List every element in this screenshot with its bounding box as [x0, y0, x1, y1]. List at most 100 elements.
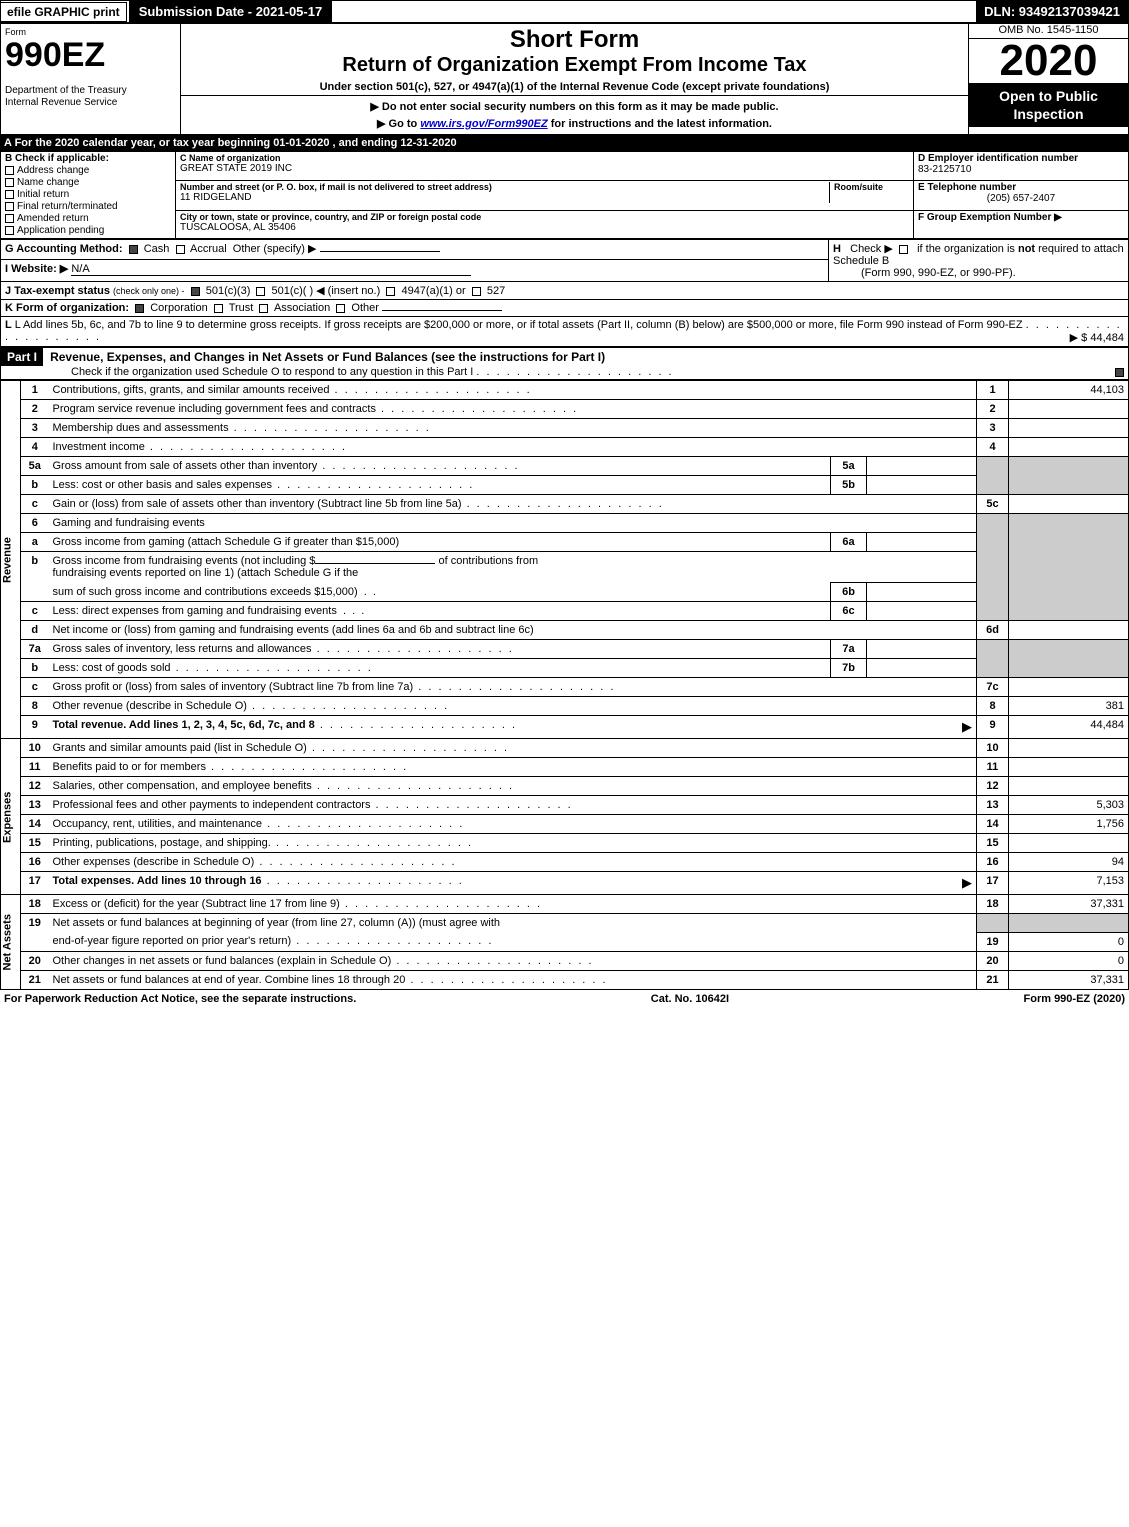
box-c-addr: Number and street (or P. O. box, if mail…	[176, 181, 914, 210]
vert-revenue: Revenue	[1, 381, 21, 739]
cb-amended-return[interactable]: Amended return	[5, 213, 171, 224]
c-addr-label: Number and street (or P. O. box, if mail…	[180, 182, 829, 192]
box-l: L L Add lines 5b, 6c, and 7b to line 9 t…	[1, 317, 1129, 347]
subtitle: Under section 501(c), 527, or 4947(a)(1)…	[185, 81, 964, 93]
cb-schedule-o[interactable]	[1115, 368, 1124, 377]
header-table: Form 990EZ Department of the Treasury In…	[0, 23, 1129, 135]
line-14-val: 1,756	[1009, 815, 1129, 834]
efile-label: efile GRAPHIC print	[7, 5, 120, 19]
e-label: E Telephone number	[918, 182, 1124, 193]
box-c-name: C Name of organization GREAT STATE 2019 …	[176, 152, 914, 181]
part1-check-line: Check if the organization used Schedule …	[1, 366, 674, 378]
ein-value: 83-2125710	[918, 164, 1124, 175]
short-form-title: Short Form	[185, 26, 964, 54]
line-7a-subval[interactable]	[867, 640, 977, 659]
cb-other-org[interactable]	[336, 304, 345, 313]
room-suite-label: Room/suite	[834, 182, 909, 192]
line-6b-subval[interactable]	[867, 583, 977, 602]
cb-application-pending[interactable]: Application pending	[5, 225, 171, 236]
cb-name-change[interactable]: Name change	[5, 177, 171, 188]
cb-cash[interactable]	[129, 245, 138, 254]
irs-label: Internal Revenue Service	[5, 97, 117, 108]
line-8-desc: Other revenue (describe in Schedule O)	[49, 697, 977, 716]
irs-link[interactable]: www.irs.gov/Form990EZ	[420, 118, 547, 130]
ssn-warning: ▶ Do not enter social security numbers o…	[185, 100, 964, 113]
cb-accrual[interactable]	[176, 245, 185, 254]
line-13-desc: Professional fees and other payments to …	[49, 796, 977, 815]
line-11-desc: Benefits paid to or for members	[49, 758, 977, 777]
line-6b-desc: Gross income from fundraising events (no…	[49, 552, 977, 583]
line-15-val	[1009, 834, 1129, 853]
line-20-val: 0	[1009, 951, 1129, 970]
input-6b-amount[interactable]	[315, 563, 435, 564]
line-3-val	[1009, 419, 1129, 438]
line-9-desc: Total revenue. Add lines 1, 2, 3, 4, 5c,…	[49, 716, 977, 739]
input-accounting-other[interactable]	[320, 251, 440, 252]
g-label: G Accounting Method:	[5, 243, 123, 255]
goto-line: ▶ Go to www.irs.gov/Form990EZ for instru…	[185, 117, 964, 130]
line-11-val	[1009, 758, 1129, 777]
line-7b-subval[interactable]	[867, 659, 977, 678]
line-10-desc: Grants and similar amounts paid (list in…	[49, 739, 977, 758]
line-7c-val	[1009, 678, 1129, 697]
k-label: K Form of organization:	[5, 302, 129, 314]
l-amount: ▶ $ 44,484	[1070, 331, 1124, 344]
line-4-val	[1009, 438, 1129, 457]
box-k: K Form of organization: Corporation Trus…	[1, 300, 1129, 317]
c-name-label: C Name of organization	[180, 153, 909, 163]
line-5b-subval[interactable]	[867, 476, 977, 495]
cb-initial-return[interactable]: Initial return	[5, 189, 171, 200]
cb-address-change[interactable]: Address change	[5, 165, 171, 176]
line-6c-desc: Less: direct expenses from gaming and fu…	[49, 602, 831, 621]
line-20-desc: Other changes in net assets or fund bala…	[49, 951, 977, 970]
line-5a-desc: Gross amount from sale of assets other t…	[49, 457, 831, 476]
cb-4947a1[interactable]	[386, 287, 395, 296]
line-6c-subval[interactable]	[867, 602, 977, 621]
line-16-val: 94	[1009, 853, 1129, 872]
line-2-desc: Program service revenue including govern…	[49, 400, 977, 419]
submission-date-button[interactable]: Submission Date - 2021-05-17	[129, 1, 333, 22]
cb-501c[interactable]	[256, 287, 265, 296]
ghijkl-block: G Accounting Method: Cash Accrual Other …	[0, 239, 1129, 347]
box-c-city: City or town, state or province, country…	[176, 210, 914, 238]
line-16-desc: Other expenses (describe in Schedule O)	[49, 853, 977, 872]
cb-corporation[interactable]	[135, 304, 144, 313]
line-6a-subval[interactable]	[867, 533, 977, 552]
dept-treasury: Department of the Treasury	[5, 85, 127, 96]
line-4-desc: Investment income	[49, 438, 977, 457]
line-1-desc: Contributions, gifts, grants, and simila…	[49, 381, 977, 400]
box-e: E Telephone number (205) 657-2407	[914, 181, 1129, 210]
cb-527[interactable]	[472, 287, 481, 296]
identity-block: B Check if applicable: Address change Na…	[0, 151, 1129, 239]
footer-center: Cat. No. 10642I	[651, 993, 729, 1005]
line-12-val	[1009, 777, 1129, 796]
line-5a-subval[interactable]	[867, 457, 977, 476]
line-21-val: 37,331	[1009, 970, 1129, 989]
line-2-val	[1009, 400, 1129, 419]
cb-trust[interactable]	[214, 304, 223, 313]
footer-left: For Paperwork Reduction Act Notice, see …	[4, 993, 356, 1005]
j-label: J Tax-exempt status	[5, 285, 110, 297]
form-label-cell: Form 990EZ Department of the Treasury In…	[1, 24, 181, 135]
box-d: D Employer identification number 83-2125…	[914, 152, 1129, 181]
cb-final-return[interactable]: Final return/terminated	[5, 201, 171, 212]
form-number: 990EZ	[5, 36, 105, 74]
c-city-label: City or town, state or province, country…	[180, 212, 909, 222]
line-9-val: 44,484	[1009, 716, 1129, 739]
cb-501c3[interactable]	[191, 287, 200, 296]
footer: For Paperwork Reduction Act Notice, see …	[0, 990, 1129, 1008]
input-other-org[interactable]	[382, 310, 502, 311]
box-b: B Check if applicable: Address change Na…	[1, 152, 176, 239]
efile-print-button[interactable]: efile GRAPHIC print	[1, 2, 127, 22]
cb-association[interactable]	[259, 304, 268, 313]
tax-year: 2020	[969, 39, 1128, 83]
line-19-desc: Net assets or fund balances at beginning…	[49, 914, 977, 933]
title-cell: Short Form Return of Organization Exempt…	[181, 24, 969, 96]
line-19-desc2: end-of-year figure reported on prior yea…	[49, 932, 977, 951]
org-name: GREAT STATE 2019 INC	[180, 163, 909, 174]
instructions-cell: ▶ Do not enter social security numbers o…	[181, 96, 969, 135]
cb-h-not-required[interactable]	[899, 245, 908, 254]
submission-label: Submission Date - 2021-05-17	[139, 4, 323, 19]
line-6a-desc: Gross income from gaming (attach Schedul…	[49, 533, 831, 552]
right-header-cell: OMB No. 1545-1150 2020 Open to Public In…	[969, 24, 1129, 135]
